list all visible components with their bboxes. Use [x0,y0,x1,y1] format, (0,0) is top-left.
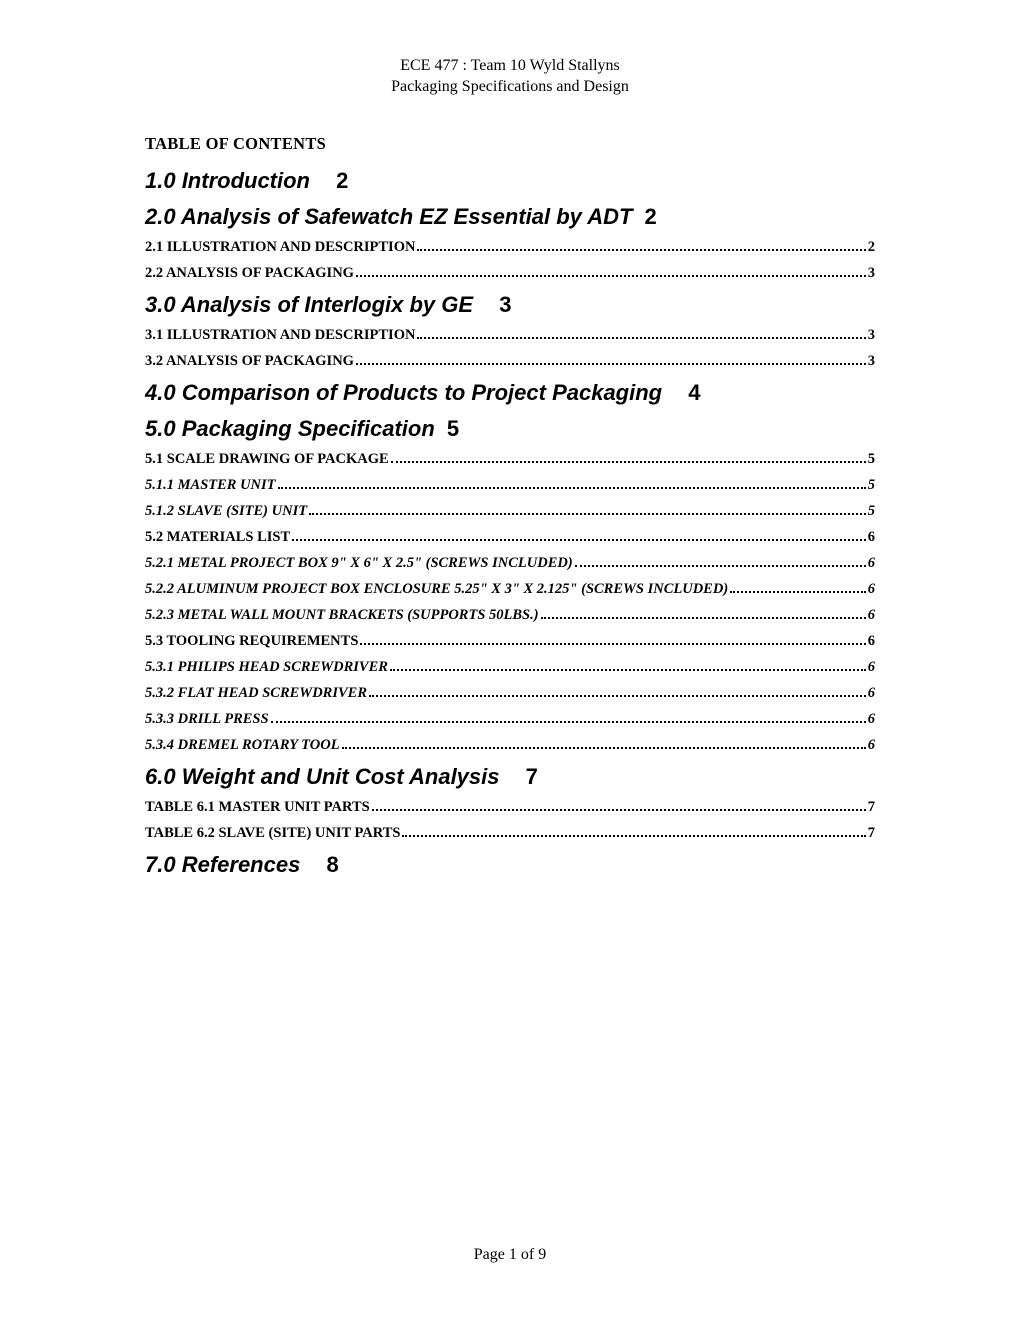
toc-entry: 5.2.3 METAL WALL MOUNT BRACKETS (SUPPORT… [145,607,875,624]
toc-entry: 5.3.4 DREMEL ROTARY TOOL 6 [145,737,875,754]
entry-page: 3 [868,327,875,344]
entry-leader [356,363,866,365]
entry-label: 5.2.3 METAL WALL MOUNT BRACKETS (SUPPORT… [145,607,539,624]
section-5-title: 5.0 Packaging Specification [145,416,435,441]
toc-entry: 5.1.2 SLAVE (SITE) UNIT 5 [145,503,875,520]
entry-leader [391,461,866,463]
entry-page: 7 [868,825,875,842]
section-6-heading: 6.0 Weight and Unit Cost Analysis 7 [145,764,875,790]
toc-entry: 5.3 TOOLING REQUIREMENTS 6 [145,633,875,650]
section-7-heading: 7.0 References 8 [145,852,875,878]
entry-page: 6 [868,555,875,572]
header-line-2: Packaging Specifications and Design [145,77,875,98]
section-6-page: 7 [526,764,538,789]
section-1-title: 1.0 Introduction [145,168,310,193]
section-4-heading: 4.0 Comparison of Products to Project Pa… [145,380,875,406]
entry-leader [417,337,865,339]
section-5-page: 5 [447,416,459,441]
section-2-title: 2.0 Analysis of Safewatch EZ Essential b… [145,204,632,229]
entry-page: 6 [868,685,875,702]
toc-entry: 3.1 ILLUSTRATION AND DESCRIPTION 3 [145,327,875,344]
entry-label: 5.2.1 METAL PROJECT BOX 9" X 6" X 2.5" (… [145,555,573,572]
entry-leader [342,747,866,749]
entry-leader [278,487,866,489]
entry-page: 6 [868,633,875,650]
entry-leader [356,275,866,277]
toc-entry: 5.2.2 ALUMINUM PROJECT BOX ENCLOSURE 5.2… [145,581,875,598]
header-line-1: ECE 477 : Team 10 Wyld Stallyns [145,56,875,77]
entry-label: TABLE 6.1 MASTER UNIT PARTS [145,799,370,816]
entry-leader [372,809,866,811]
entry-leader [417,249,865,251]
entry-label: 5.1.1 MASTER UNIT [145,477,276,494]
toc-entry: 5.2 MATERIALS LIST 6 [145,529,875,546]
section-4-title: 4.0 Comparison of Products to Project Pa… [145,380,662,405]
entry-label: 5.3 TOOLING REQUIREMENTS [145,633,358,650]
entry-page: 6 [868,659,875,676]
entry-label: 5.3.2 FLAT HEAD SCREWDRIVER [145,685,367,702]
section-1-heading: 1.0 Introduction 2 [145,168,875,194]
toc-entry: 5.2.1 METAL PROJECT BOX 9" X 6" X 2.5" (… [145,555,875,572]
section-7-page: 8 [326,852,338,877]
entry-leader [360,643,865,645]
entry-label: 2.2 ANALYSIS OF PACKAGING [145,265,354,282]
entry-leader [292,539,866,541]
toc-entry: 5.3.3 DRILL PRESS 6 [145,711,875,728]
entry-label: 5.2.2 ALUMINUM PROJECT BOX ENCLOSURE 5.2… [145,581,728,598]
entry-label: 5.3.4 DREMEL ROTARY TOOL [145,737,340,754]
entry-leader [402,835,865,837]
entry-label: 3.2 ANALYSIS OF PACKAGING [145,353,354,370]
entry-leader [309,513,866,515]
entry-label: 5.1.2 SLAVE (SITE) UNIT [145,503,307,520]
entry-page: 6 [868,737,875,754]
toc-entry: 5.1.1 MASTER UNIT 5 [145,477,875,494]
entry-leader [575,565,866,567]
entry-page: 5 [868,477,875,494]
entry-page: 6 [868,607,875,624]
entry-page: 5 [868,503,875,520]
entry-page: 7 [868,799,875,816]
entry-label: 5.1 SCALE DRAWING OF PACKAGE [145,451,389,468]
toc-entry: 5.3.1 PHILIPS HEAD SCREWDRIVER 6 [145,659,875,676]
entry-leader [390,669,866,671]
toc-entry: 5.3.2 FLAT HEAD SCREWDRIVER 6 [145,685,875,702]
entry-leader [369,695,866,697]
toc-entry: TABLE 6.1 MASTER UNIT PARTS 7 [145,799,875,816]
entry-label: 5.3.1 PHILIPS HEAD SCREWDRIVER [145,659,388,676]
entry-leader [541,617,866,619]
section-5-heading: 5.0 Packaging Specification 5 [145,416,875,442]
toc-entry: 5.1 SCALE DRAWING OF PACKAGE 5 [145,451,875,468]
toc-entry: TABLE 6.2 SLAVE (SITE) UNIT PARTS 7 [145,825,875,842]
entry-label: 5.2 MATERIALS LIST [145,529,290,546]
toc-entry: 3.2 ANALYSIS OF PACKAGING 3 [145,353,875,370]
entry-page: 6 [868,529,875,546]
entry-leader [730,591,866,593]
entry-label: 2.1 ILLUSTRATION AND DESCRIPTION [145,239,415,256]
section-1-page: 2 [336,168,348,193]
toc-entry: 2.2 ANALYSIS OF PACKAGING 3 [145,265,875,282]
entry-page: 6 [868,581,875,598]
toc-title: TABLE OF CONTENTS [145,134,875,154]
toc-entry: 2.1 ILLUSTRATION AND DESCRIPTION 2 [145,239,875,256]
section-7-title: 7.0 References [145,852,300,877]
entry-page: 2 [868,239,875,256]
section-3-title: 3.0 Analysis of Interlogix by GE [145,292,473,317]
entry-page: 6 [868,711,875,728]
page-content: ECE 477 : Team 10 Wyld Stallyns Packagin… [0,0,1020,878]
document-header: ECE 477 : Team 10 Wyld Stallyns Packagin… [145,56,875,98]
entry-page: 3 [868,265,875,282]
section-3-page: 3 [499,292,511,317]
page-footer: Page 1 of 9 [0,1246,1020,1264]
section-6-title: 6.0 Weight and Unit Cost Analysis [145,764,500,789]
entry-page: 5 [868,451,875,468]
section-3-heading: 3.0 Analysis of Interlogix by GE 3 [145,292,875,318]
entry-label: 5.3.3 DRILL PRESS [145,711,269,728]
entry-page: 3 [868,353,875,370]
entry-leader [271,721,866,723]
entry-label: 3.1 ILLUSTRATION AND DESCRIPTION [145,327,415,344]
entry-label: TABLE 6.2 SLAVE (SITE) UNIT PARTS [145,825,400,842]
section-2-page: 2 [645,204,657,229]
section-2-heading: 2.0 Analysis of Safewatch EZ Essential b… [145,204,875,230]
section-4-page: 4 [688,380,700,405]
